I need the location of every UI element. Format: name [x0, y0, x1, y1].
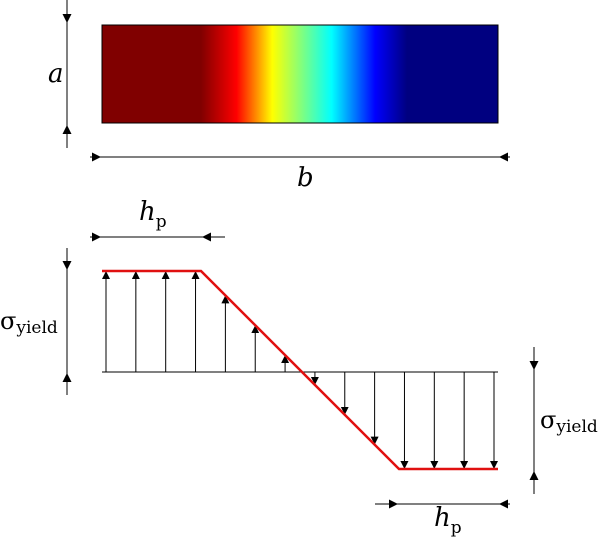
sigma-yield-right-label: σyield: [540, 406, 598, 437]
stress-distribution: [102, 269, 498, 471]
dimension-hp-bottom: hp: [375, 499, 510, 538]
sigma-yield-left-label: σyield: [0, 307, 58, 338]
hp-bottom-h: h: [434, 503, 451, 533]
stress-arrows: [102, 271, 498, 469]
hp-top-h: h: [139, 197, 156, 227]
dimension-a-label: a: [48, 59, 64, 89]
cross-section-color-bar: [101, 24, 499, 124]
hp-top-label: hp: [139, 197, 167, 232]
dimension-a: a: [48, 0, 72, 148]
stress-profile-line: [102, 269, 498, 471]
sigma-left-symbol: σ: [0, 307, 16, 335]
dimension-sigma-yield-left: σyield: [0, 248, 72, 395]
hp-top-sub: p: [156, 212, 167, 232]
dimension-hp-top: hp: [90, 197, 225, 242]
dimension-sigma-yield-right: σyield: [529, 347, 598, 494]
hp-bottom-label: hp: [434, 503, 462, 538]
dimension-b-label: b: [297, 163, 314, 193]
sigma-left-sub: yield: [15, 318, 58, 338]
hp-bottom-sub: p: [451, 518, 462, 538]
dimension-b: b: [90, 152, 510, 193]
sigma-right-sub: yield: [555, 417, 598, 437]
sigma-right-symbol: σ: [540, 406, 556, 434]
